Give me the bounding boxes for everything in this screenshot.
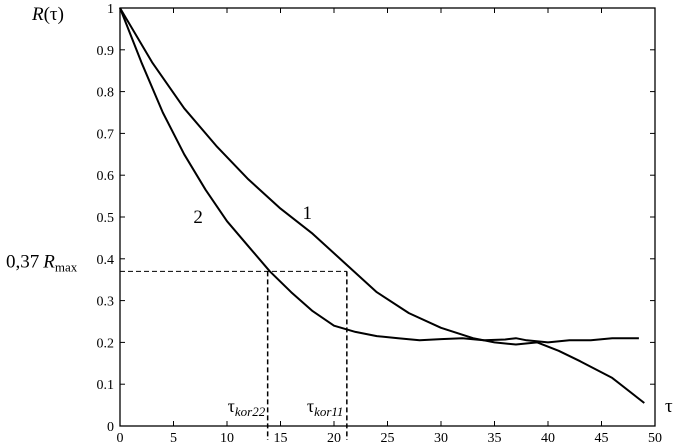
y-tick-label: 1 xyxy=(107,2,114,17)
y-axis-ticks: 0 0.1 0.2 0.3 0.4 0.5 0.6 0.7 0.8 0.9 1 xyxy=(97,2,655,435)
y-tick-label: 0.6 xyxy=(97,169,115,184)
tau-annotation-kor22: τkor22 xyxy=(228,396,266,419)
x-tick-label: 40 xyxy=(541,431,555,446)
y-axis-title: R(τ) xyxy=(31,4,64,25)
x-axis-title: τ xyxy=(665,396,673,417)
y-tick-label: 0.5 xyxy=(97,211,115,226)
x-tick-label: 50 xyxy=(648,431,662,446)
labels-layer: R(τ) τ 0,37 Rmax τkor22 τkor11 2 1 xyxy=(6,4,673,419)
tau-annotation-kor11: τkor11 xyxy=(307,396,344,419)
y-tick-label: 0.1 xyxy=(97,378,115,393)
series-line-2 xyxy=(119,7,639,344)
threshold-label: 0,37 Rmax xyxy=(6,251,78,274)
x-axis-ticks: 0 5 10 15 20 25 30 35 40 45 50 xyxy=(117,8,662,446)
curves-layer xyxy=(119,7,645,404)
y-tick-label: 0.2 xyxy=(97,336,115,351)
x-tick-label: 15 xyxy=(274,431,288,446)
x-tick-label: 5 xyxy=(170,431,177,446)
x-tick-label: 25 xyxy=(381,431,395,446)
series-line-1 xyxy=(119,7,645,404)
y-tick-label: 0.9 xyxy=(97,44,115,59)
x-tick-label: 20 xyxy=(327,431,341,446)
y-tick-label: 0 xyxy=(107,420,114,435)
x-tick-label: 30 xyxy=(434,431,448,446)
x-tick-label: 45 xyxy=(595,431,609,446)
x-tick-label: 0 xyxy=(117,431,124,446)
y-tick-label: 0.7 xyxy=(97,127,115,142)
curve-label-1: 1 xyxy=(303,203,313,224)
threshold-layer xyxy=(120,270,348,440)
curve-label-2: 2 xyxy=(193,207,203,228)
y-tick-label: 0.4 xyxy=(97,253,115,268)
x-tick-label: 10 xyxy=(220,431,234,446)
y-tick-label: 0.3 xyxy=(97,295,115,310)
x-tick-label: 35 xyxy=(488,431,502,446)
y-tick-label: 0.8 xyxy=(97,86,115,101)
